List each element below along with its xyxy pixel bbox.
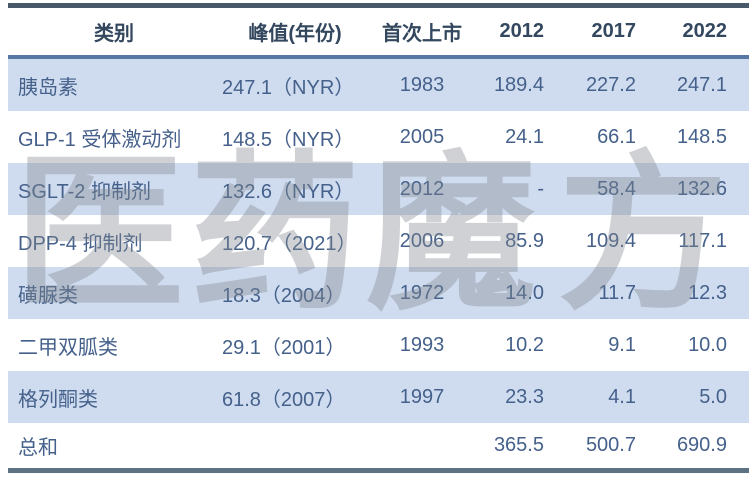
cell-launch: 2005 — [370, 111, 474, 163]
cell-launch: 1983 — [370, 57, 474, 111]
cell-category: DPP-4 抑制剂 — [8, 215, 220, 267]
cell-peak: 148.5（NYR） — [220, 111, 370, 163]
cell-2022: 247.1 — [658, 57, 749, 111]
cell-2022: 5.0 — [658, 371, 749, 423]
table-row-insulin: 胰岛素 247.1（NYR） 1983 189.4 227.2 247.1 — [8, 57, 749, 111]
cell-launch: 1993 — [370, 319, 474, 371]
cell-launch: 2006 — [370, 215, 474, 267]
cell-category: 胰岛素 — [8, 57, 220, 111]
cell-category: 磺脲类 — [8, 267, 220, 319]
table-row-total: 总和 365.5 500.7 690.9 — [8, 423, 749, 471]
cell-category: GLP-1 受体激动剂 — [8, 111, 220, 163]
column-header-2022: 2022 — [658, 5, 749, 59]
cell-2012: 189.4 — [474, 57, 566, 111]
cell-launch — [370, 423, 474, 471]
table-row-glitazone: 格列酮类 61.8（2007） 1997 23.3 4.1 5.0 — [8, 371, 749, 423]
cell-2017: 58.4 — [566, 163, 658, 215]
table-row-glp1: GLP-1 受体激动剂 148.5（NYR） 2005 24.1 66.1 14… — [8, 111, 749, 163]
cell-2012: - — [474, 163, 566, 215]
column-header-2017: 2017 — [566, 5, 658, 59]
cell-peak — [220, 423, 370, 471]
table-row-dpp4: DPP-4 抑制剂 120.7（2021） 2006 85.9 109.4 11… — [8, 215, 749, 267]
cell-2012: 85.9 — [474, 215, 566, 267]
cell-category: 二甲双胍类 — [8, 319, 220, 371]
table-row-metformin: 二甲双胍类 29.1（2001） 1993 10.2 9.1 10.0 — [8, 319, 749, 371]
cell-peak: 132.6（NYR） — [220, 163, 370, 215]
drug-sales-table: 类别 峰值(年份) 首次上市 2012 2017 2022 胰岛素 247.1（… — [8, 3, 749, 473]
cell-category: SGLT-2 抑制剂 — [8, 163, 220, 215]
cell-2022: 690.9 — [658, 423, 749, 471]
cell-launch: 2012 — [370, 163, 474, 215]
column-header-2012: 2012 — [474, 5, 566, 59]
cell-2012: 23.3 — [474, 371, 566, 423]
cell-2022: 117.1 — [658, 215, 749, 267]
cell-2017: 9.1 — [566, 319, 658, 371]
table-row-sulfonylurea: 磺脲类 18.3（2004） 1972 14.0 11.7 12.3 — [8, 267, 749, 319]
cell-peak: 18.3（2004） — [220, 267, 370, 319]
cell-2022: 148.5 — [658, 111, 749, 163]
cell-2017: 500.7 — [566, 423, 658, 471]
cell-launch: 1997 — [370, 371, 474, 423]
cell-2017: 227.2 — [566, 57, 658, 111]
cell-2017: 109.4 — [566, 215, 658, 267]
cell-peak: 61.8（2007） — [220, 371, 370, 423]
cell-2012: 365.5 — [474, 423, 566, 471]
column-header-category: 类别 — [8, 5, 220, 59]
cell-2022: 10.0 — [658, 319, 749, 371]
cell-2017: 4.1 — [566, 371, 658, 423]
cell-launch: 1972 — [370, 267, 474, 319]
column-header-peak-year: 峰值(年份) — [220, 5, 370, 59]
cell-2017: 66.1 — [566, 111, 658, 163]
cell-category: 格列酮类 — [8, 371, 220, 423]
header-row: 类别 峰值(年份) 首次上市 2012 2017 2022 — [8, 5, 749, 59]
cell-category: 总和 — [8, 423, 220, 471]
cell-peak: 247.1（NYR） — [220, 57, 370, 111]
cell-2017: 11.7 — [566, 267, 658, 319]
cell-2022: 132.6 — [658, 163, 749, 215]
column-header-first-launch: 首次上市 — [370, 5, 474, 59]
cell-2012: 14.0 — [474, 267, 566, 319]
table-body: 胰岛素 247.1（NYR） 1983 189.4 227.2 247.1 GL… — [8, 57, 749, 471]
table-header: 类别 峰值(年份) 首次上市 2012 2017 2022 — [8, 5, 749, 59]
table-row-sglt2: SGLT-2 抑制剂 132.6（NYR） 2012 - 58.4 132.6 — [8, 163, 749, 215]
cell-2012: 24.1 — [474, 111, 566, 163]
cell-2012: 10.2 — [474, 319, 566, 371]
cell-peak: 120.7（2021） — [220, 215, 370, 267]
cell-peak: 29.1（2001） — [220, 319, 370, 371]
cell-2022: 12.3 — [658, 267, 749, 319]
table-container: 类别 峰值(年份) 首次上市 2012 2017 2022 胰岛素 247.1（… — [8, 3, 749, 473]
